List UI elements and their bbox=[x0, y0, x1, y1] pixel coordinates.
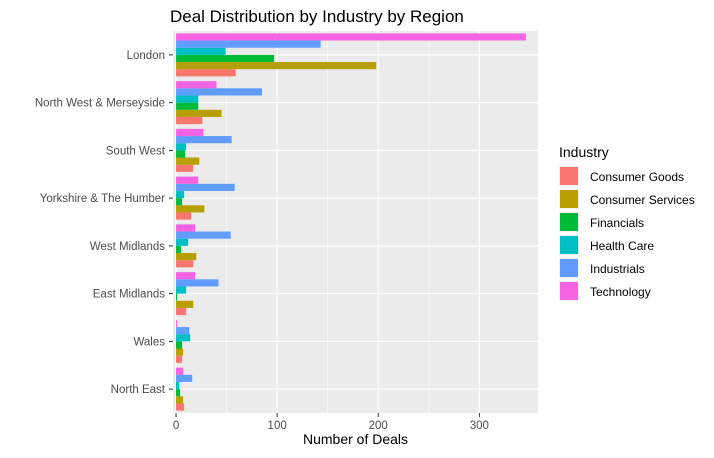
x-tick-label: 0 bbox=[173, 420, 179, 432]
bar-health-care bbox=[176, 143, 187, 151]
bar-consumer-services bbox=[176, 348, 184, 356]
bar-financials bbox=[176, 389, 181, 397]
bars bbox=[176, 33, 526, 411]
bar-technology bbox=[176, 367, 184, 375]
y-tick-label: North West & Merseyside bbox=[35, 98, 165, 110]
legend-label: Industrials bbox=[590, 262, 645, 276]
bar-consumer-services bbox=[176, 157, 200, 165]
bar-consumer-services bbox=[176, 253, 197, 261]
bar-technology bbox=[176, 176, 199, 184]
bar-consumer-services bbox=[176, 205, 205, 213]
bar-industrials bbox=[176, 88, 262, 96]
bar-financials bbox=[176, 341, 183, 349]
x-tick-label: 200 bbox=[369, 420, 388, 432]
x-axis: 0 100 200 300 bbox=[173, 413, 489, 432]
legend-swatch bbox=[560, 236, 578, 254]
bar-consumer-services bbox=[176, 396, 184, 404]
bar-industrials bbox=[176, 279, 219, 287]
y-tick-label: East Midlands bbox=[93, 289, 165, 301]
x-tick-label: 300 bbox=[470, 420, 489, 432]
bar-industrials bbox=[176, 183, 235, 191]
bar-technology bbox=[176, 272, 196, 280]
y-tick-label: North East bbox=[111, 384, 166, 396]
bar-industrials bbox=[176, 374, 193, 382]
legend-swatch bbox=[560, 282, 578, 300]
bar-financials bbox=[176, 102, 199, 110]
bar-consumer-goods bbox=[176, 164, 194, 172]
y-tick-label: Wales bbox=[133, 336, 165, 348]
bar-financials bbox=[176, 245, 182, 254]
bar-consumer-services bbox=[176, 109, 222, 117]
bar-technology bbox=[176, 319, 178, 328]
bar-industrials bbox=[176, 136, 232, 144]
bar-financials bbox=[176, 198, 183, 206]
bar-consumer-goods bbox=[176, 403, 185, 411]
bar-consumer-goods bbox=[176, 212, 192, 220]
bar-health-care bbox=[176, 95, 199, 103]
legend-label: Health Care bbox=[590, 239, 654, 253]
y-tick-label: South West bbox=[106, 145, 166, 157]
legend-label: Technology bbox=[590, 285, 651, 299]
bar-financials bbox=[176, 54, 275, 63]
bar-industrials bbox=[176, 40, 321, 48]
bar-consumer-goods bbox=[176, 307, 187, 316]
legend-swatch bbox=[560, 167, 578, 185]
y-tick-label: West Midlands bbox=[90, 241, 165, 253]
bar-health-care bbox=[176, 334, 191, 342]
chart-title: Deal Distribution by Industry by Region bbox=[170, 7, 464, 26]
bar-consumer-goods bbox=[176, 355, 183, 363]
bar-technology bbox=[176, 81, 217, 89]
legend-label: Consumer Services bbox=[590, 193, 695, 207]
bar-industrials bbox=[176, 231, 231, 239]
bar-technology bbox=[176, 128, 204, 137]
bar-consumer-services bbox=[176, 62, 377, 70]
bar-health-care bbox=[176, 47, 226, 55]
bar-consumer-goods bbox=[176, 260, 194, 268]
bar-technology bbox=[176, 33, 526, 41]
legend-label: Financials bbox=[590, 216, 644, 230]
bar-consumer-services bbox=[176, 300, 194, 308]
bar-health-care bbox=[176, 381, 180, 390]
bar-health-care bbox=[176, 286, 187, 294]
legend: Industry Consumer Goods Consumer Services… bbox=[559, 144, 695, 301]
bar-health-care bbox=[176, 190, 185, 199]
bar-industrials bbox=[176, 327, 190, 335]
x-axis-title: Number of Deals bbox=[303, 431, 408, 447]
legend-swatch bbox=[560, 259, 578, 277]
bar-consumer-goods bbox=[176, 116, 203, 125]
legend-title: Industry bbox=[559, 144, 609, 160]
y-tick-label: Yorkshire & The Humber bbox=[40, 193, 165, 205]
bar-technology bbox=[176, 224, 196, 232]
y-axis: London North West & Merseyside South West Y… bbox=[35, 50, 173, 396]
bar-financials bbox=[176, 150, 186, 158]
y-tick-label: London bbox=[127, 50, 165, 62]
legend-label: Consumer Goods bbox=[590, 170, 684, 184]
bar-health-care bbox=[176, 238, 189, 246]
legend-swatch bbox=[560, 213, 578, 231]
legend-swatch bbox=[560, 190, 578, 208]
bar-consumer-goods bbox=[176, 69, 236, 77]
bar-financials bbox=[176, 293, 178, 301]
x-tick-label: 100 bbox=[268, 420, 287, 432]
